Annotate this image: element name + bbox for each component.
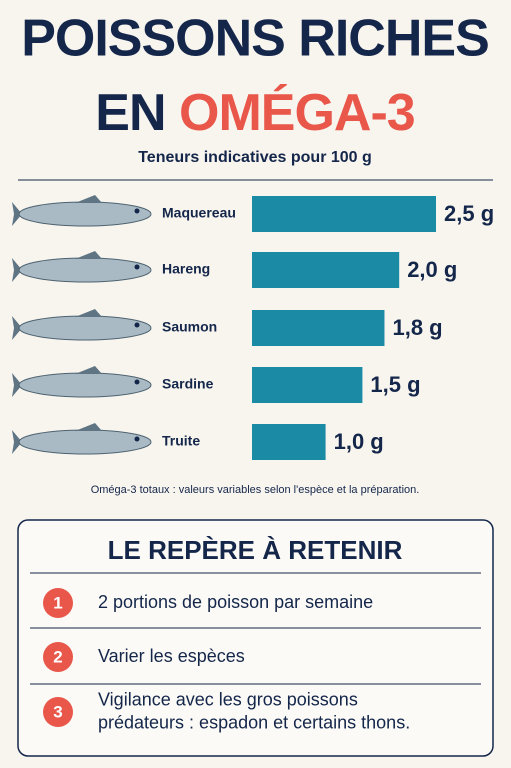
item-number: 1	[53, 593, 62, 612]
fish-eye	[134, 322, 140, 328]
fish-fin	[75, 195, 102, 203]
fish-body	[18, 257, 152, 283]
bar	[252, 367, 363, 403]
fish-eye	[134, 208, 140, 214]
item-number: 3	[53, 702, 62, 721]
item-text: Vigilance avec les gros poissons	[98, 689, 358, 709]
number-badge	[43, 697, 73, 727]
item-text: prédateurs : espadon et certains thons.	[98, 712, 410, 732]
item-text: 2 portions de poisson par semaine	[98, 592, 373, 612]
fish-body	[18, 429, 152, 455]
value-label: 2,0 g	[407, 257, 457, 282]
fish-fin	[75, 366, 102, 374]
title: POISSONS RICHES	[21, 10, 489, 68]
subtitle: Teneurs indicatives pour 100 g	[138, 149, 372, 166]
fish-body	[18, 372, 152, 398]
fish-fin	[75, 423, 102, 431]
info-box	[17, 519, 494, 757]
fish-body	[18, 201, 152, 227]
item-number: 2	[53, 647, 62, 666]
value-label: 2,5 g	[444, 201, 494, 226]
bar	[252, 310, 385, 346]
fish-tail	[12, 202, 22, 226]
fish-eye	[134, 379, 140, 385]
value-label: 1,0 g	[334, 429, 384, 454]
title: EN OMÉGA-3	[95, 84, 414, 142]
note: Oméga-3 totaux : valeurs variables selon…	[91, 484, 420, 496]
title-highlight: OMÉGA-3	[179, 84, 415, 142]
fish-tail	[12, 258, 22, 282]
fish-eye	[134, 264, 140, 270]
fish-fin	[75, 309, 102, 317]
category-label: Saumon	[162, 319, 217, 335]
value-label: 1,8 g	[392, 315, 442, 340]
title-part: EN	[95, 84, 165, 142]
fish-fin	[75, 251, 102, 259]
fish-tail	[12, 373, 22, 397]
number-badge	[43, 588, 73, 618]
value-label: 1,5 g	[370, 372, 420, 397]
category-label: Hareng	[162, 261, 210, 277]
item-text: Varier les espèces	[98, 646, 245, 666]
fish-body	[18, 315, 152, 341]
category-label: Sardine	[162, 376, 214, 392]
category-label: Maquereau	[162, 205, 236, 221]
number-badge	[43, 642, 73, 672]
bar	[252, 196, 436, 232]
bar	[252, 252, 400, 288]
category-label: Truite	[162, 433, 200, 449]
fish-eye	[134, 436, 140, 442]
bar	[252, 424, 326, 460]
fish-tail	[12, 430, 22, 454]
box-title: LE REPÈRE À RETENIR	[108, 535, 403, 565]
fish-tail	[12, 316, 22, 340]
